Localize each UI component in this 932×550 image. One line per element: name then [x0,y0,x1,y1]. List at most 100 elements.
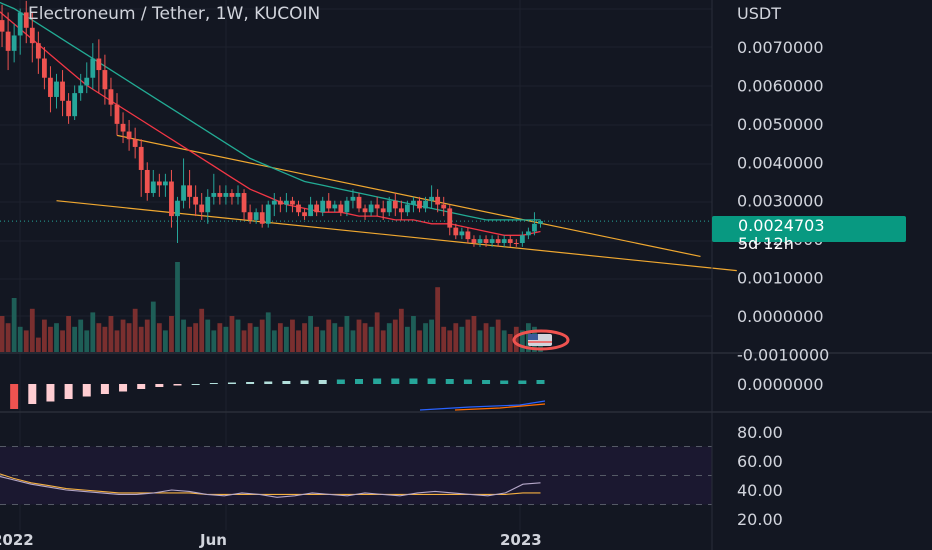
macd-hist-bar [10,384,19,409]
flag-ring [512,329,570,351]
rsi-tick-label: 40.00 [737,481,783,500]
candle-body [386,200,392,213]
macd-hist-bar [318,380,327,384]
macd-hist-bar [264,381,273,384]
candle [417,196,422,213]
candle [247,204,253,224]
volume-bar [48,326,53,352]
volume-bar [11,298,17,352]
candle [411,196,416,213]
macd-hist-bar [227,382,236,384]
candle [29,12,35,63]
macd-hist-bar [500,380,509,384]
macd-hist-bar [336,379,345,384]
candle-body [199,204,205,213]
macd-hist-bar [355,379,363,384]
candle [17,8,23,55]
candle-body [326,200,332,209]
candle-body [350,196,356,201]
volume-bar [326,319,332,352]
candle-body [368,204,374,213]
candle [405,200,410,217]
candle [326,193,332,213]
volume-bar [429,319,434,352]
candle [277,196,283,213]
volume-bar [108,316,114,352]
candle [90,43,96,90]
rsi-tick-label: 80.00 [737,423,783,442]
macd-hist-bar [409,378,418,384]
volume-bar [187,326,192,352]
volume-bar [60,330,65,352]
rsi-axis[interactable]: 80.00 60.00 40.00 20.00 [737,423,783,529]
candle-body [235,193,241,197]
candle-body [102,70,108,90]
volume-bar [84,330,90,352]
rsi-tick-label: 20.00 [737,510,783,529]
candle [538,219,543,228]
flag-icon[interactable] [512,329,570,351]
macd-hist-bar [119,384,128,392]
candle [296,200,301,217]
volume-bar [66,316,71,352]
candle [302,208,307,220]
price-tick-label: 0.0040000 [737,153,824,172]
price-axis[interactable]: 0.0070000 0.0060000 0.0050000 0.0040000 0.00… [737,38,829,364]
candle [205,189,211,224]
countdown-value: 5d 12h [738,234,794,253]
volume-bar [392,319,398,352]
candle-body [187,185,192,197]
candle-body [320,200,326,213]
macd-hist-bar [191,384,200,385]
candle-body [72,93,78,117]
macd-hist-bar [155,384,164,387]
candle [386,196,392,217]
candle [11,23,17,63]
volume-bar [513,326,519,352]
candle [356,193,362,213]
candle [78,73,84,101]
time-label: 2023 [500,531,542,549]
candle-body [193,196,199,205]
candle-body [411,200,416,205]
volume-bar [163,330,168,352]
macd-axis[interactable]: 0.0000000 [737,375,824,394]
volume-bar [241,330,247,352]
candle [181,158,186,209]
volume-bar [374,312,380,352]
price-tick-label: 0.0000000 [737,307,824,326]
volume-bar [156,323,162,352]
candle [48,66,53,113]
candle-body [163,181,168,186]
volume-bar [405,326,410,352]
candle-body [447,208,453,228]
candle [423,196,428,213]
volume-bar [519,330,525,352]
candle [447,204,453,236]
candle [211,173,217,205]
candle [308,196,313,217]
macd-tick-label: 0.0000000 [737,375,824,394]
candle-body [271,200,277,205]
candle [5,12,11,71]
candle-body [526,231,531,236]
candle-body [308,204,313,217]
time-axis[interactable]: 2022 Jun 2023 [0,531,542,549]
candle-body [241,193,247,213]
candle [175,196,180,243]
candle-body [66,100,71,117]
volume-bar [29,308,35,352]
candle [229,189,235,205]
candle [314,200,320,217]
candle [290,196,295,213]
volume-bar [0,316,5,352]
candle-body [314,204,320,213]
candle [150,169,156,197]
candle-body [507,239,513,243]
candle [223,185,229,205]
volume-bar [253,326,259,352]
candle [84,62,90,94]
volume-bar [126,323,132,352]
